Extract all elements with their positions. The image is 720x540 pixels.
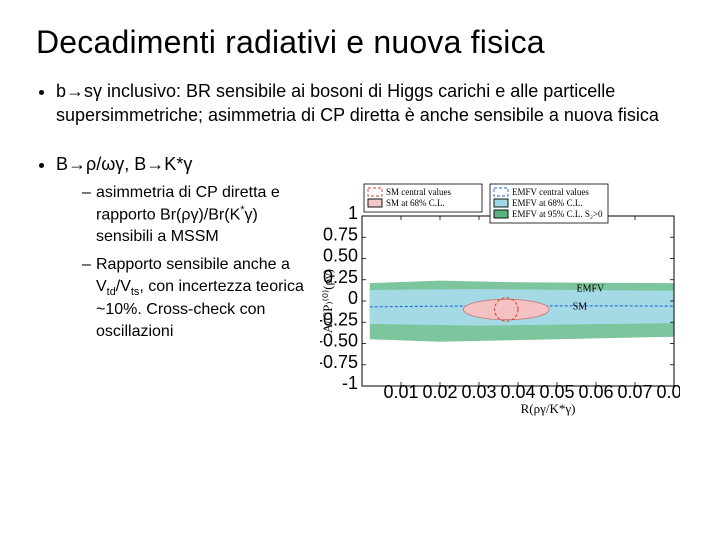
svg-text:-1: -1 xyxy=(342,373,358,393)
svg-text:0.07: 0.07 xyxy=(617,382,652,402)
svg-text:0.01: 0.01 xyxy=(383,382,418,402)
bullet-2-row: asimmetria di CP diretta e rapporto Br(ρ… xyxy=(56,176,684,416)
svg-text:-0.75: -0.75 xyxy=(320,352,358,372)
svg-text:A₍CP₎⁽⁰⁾(ργ): A₍CP₎⁽⁰⁾(ργ) xyxy=(320,269,335,333)
svg-text:EMFV: EMFV xyxy=(577,284,606,295)
slide-root: Decadimenti radiativi e nuova fisica b→s… xyxy=(0,0,720,540)
bullet-list: b→sγ inclusivo: BR sensibile ai bosoni d… xyxy=(36,79,684,416)
svg-text:EMFV central values: EMFV central values xyxy=(512,187,589,197)
svg-text:0: 0 xyxy=(348,288,358,308)
svg-text:0.04: 0.04 xyxy=(500,382,535,402)
sub-2-b: /V xyxy=(116,278,131,295)
svg-text:EMFV at 95% C.L. S₂>0: EMFV at 95% C.L. S₂>0 xyxy=(512,209,603,219)
svg-text:0.06: 0.06 xyxy=(578,382,613,402)
svg-text:0.75: 0.75 xyxy=(323,224,358,244)
slide-title: Decadimenti radiativi e nuova fisica xyxy=(36,24,684,61)
sub-bullet-1: asimmetria di CP diretta e rapporto Br(ρ… xyxy=(82,182,312,248)
sub-2-td: td xyxy=(107,286,116,298)
chart-container: 0.010.020.030.040.050.060.070.08-1-0.75-… xyxy=(320,180,680,416)
sub-bullet-list: asimmetria di CP diretta e rapporto Br(ρ… xyxy=(56,182,312,349)
svg-text:0.50: 0.50 xyxy=(323,245,358,265)
svg-text:0.02: 0.02 xyxy=(422,382,457,402)
svg-text:SM central values: SM central values xyxy=(386,187,451,197)
svg-text:SM at 68% C.L.: SM at 68% C.L. xyxy=(386,198,445,208)
acp-chart: 0.010.020.030.040.050.060.070.08-1-0.75-… xyxy=(320,180,680,416)
svg-text:R(ργ/K*γ): R(ργ/K*γ) xyxy=(521,401,576,416)
bullet-1: b→sγ inclusivo: BR sensibile ai bosoni d… xyxy=(56,79,684,128)
bullet-2: B→ρ/ωγ, B→K*γ asimmetria di CP diretta e… xyxy=(56,152,684,416)
bullet-2-head: B→ρ/ωγ, B→K*γ xyxy=(56,154,192,174)
svg-text:0.08: 0.08 xyxy=(656,382,680,402)
svg-text:0.05: 0.05 xyxy=(539,382,574,402)
sub-bullet-2: Rapporto sensibile anche a Vtd/Vts, con … xyxy=(82,254,312,343)
svg-text:SM: SM xyxy=(573,301,588,312)
svg-text:EMFV at 68% C.L.: EMFV at 68% C.L. xyxy=(512,198,583,208)
svg-text:0.03: 0.03 xyxy=(461,382,496,402)
svg-text:1: 1 xyxy=(348,203,358,223)
